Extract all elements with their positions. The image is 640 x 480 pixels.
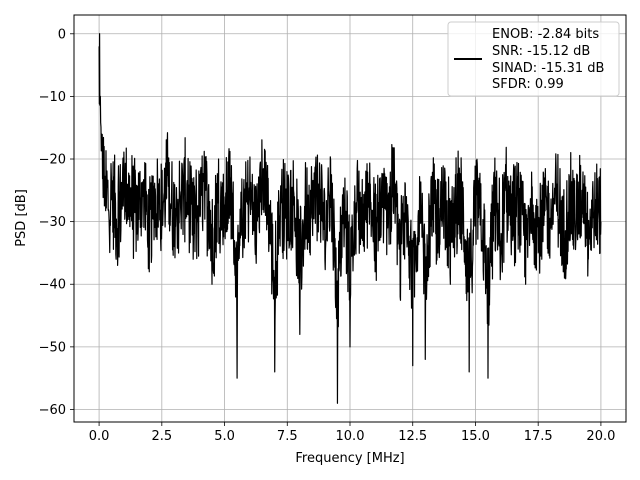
legend-box: [447, 21, 620, 97]
x-tick-label: 2.5: [151, 429, 172, 444]
y-axis-ticks: 0 −10 −20 −30 −40 −50 −60: [39, 27, 74, 418]
psd-series-line: [98, 33, 602, 404]
x-tick-label: 17.5: [524, 429, 553, 444]
x-tick-label: 5.0: [214, 429, 235, 444]
x-tick-label: 10.0: [336, 429, 365, 444]
x-tick-label: 0.0: [89, 429, 110, 444]
legend-entry-sinad: SINAD: -15.31 dB: [492, 61, 604, 76]
y-tick-label: −20: [39, 153, 66, 168]
legend: ENOB: -2.84 bits SNR: -15.12 dB SINAD: -…: [447, 21, 620, 97]
y-axis-label: PSD [dB]: [14, 189, 29, 247]
series-layer: [98, 33, 602, 404]
y-tick-label: 0: [58, 27, 66, 42]
y-tick-label: −50: [39, 340, 66, 355]
x-tick-label: 12.5: [398, 429, 427, 444]
legend-entry-snr: SNR: -15.12 dB: [492, 44, 590, 59]
y-tick-label: −60: [39, 403, 66, 418]
y-tick-label: −40: [39, 278, 66, 293]
x-tick-label: 20.0: [586, 429, 615, 444]
x-axis-ticks: 0.0 2.5 5.0 7.5 10.0 12.5 15.0 17.5 20.0: [89, 422, 615, 444]
legend-entry-enob: ENOB: -2.84 bits: [492, 27, 599, 42]
legend-entry-sfdr: SFDR: 0.99: [492, 77, 564, 92]
x-tick-label: 15.0: [461, 429, 490, 444]
y-tick-label: −30: [39, 215, 66, 230]
y-tick-label: −10: [39, 90, 66, 105]
x-tick-label: 7.5: [277, 429, 298, 444]
x-axis-label: Frequency [MHz]: [295, 451, 404, 466]
